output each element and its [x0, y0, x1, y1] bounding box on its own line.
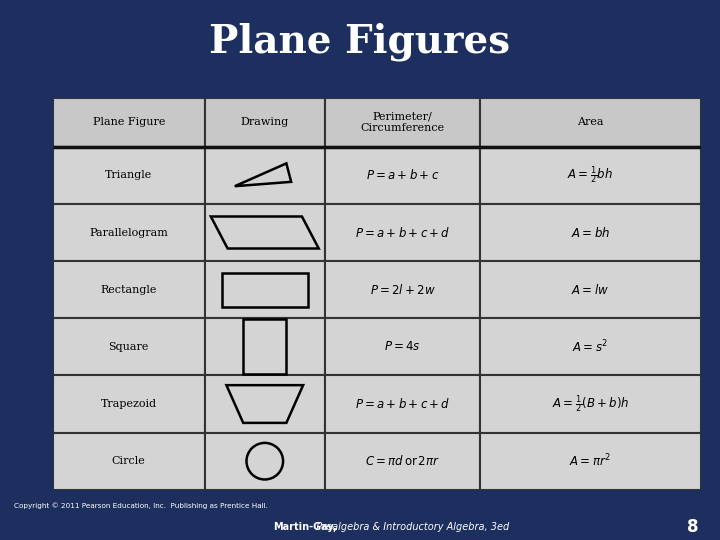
Text: $A = \frac{1}{2}(B+b)h$: $A = \frac{1}{2}(B+b)h$ [552, 393, 629, 415]
Bar [480, 433, 701, 490]
Bar [53, 375, 205, 433]
Bar [325, 98, 480, 147]
Text: Perimeter/
Circumference: Perimeter/ Circumference [361, 111, 444, 133]
Text: $C = \pi d\,\mathrm{or}\,2\pi r$: $C = \pi d\,\mathrm{or}\,2\pi r$ [365, 454, 440, 468]
Bar [325, 375, 480, 433]
Text: Circle: Circle [112, 456, 145, 466]
Text: Trapezoid: Trapezoid [101, 399, 157, 409]
Bar [205, 318, 325, 375]
Text: $A = s^{2}$: $A = s^{2}$ [572, 339, 608, 355]
Bar [53, 433, 205, 490]
Bar [480, 318, 701, 375]
Text: Drawing: Drawing [240, 117, 289, 127]
Bar [205, 98, 325, 147]
Text: Square: Square [109, 342, 149, 352]
Bar [205, 147, 325, 204]
Text: Plane Figure: Plane Figure [92, 117, 165, 127]
Text: $P = a + b + c$: $P = a + b + c$ [366, 168, 439, 183]
Bar [325, 433, 480, 490]
Text: Prealgebra & Introductory Algebra, 3ed: Prealgebra & Introductory Algebra, 3ed [310, 522, 509, 532]
Text: $P = 4s$: $P = 4s$ [384, 340, 421, 353]
Bar [480, 204, 701, 261]
Bar [325, 318, 480, 375]
Bar [325, 261, 480, 318]
Bar [53, 147, 205, 204]
Bar [325, 204, 480, 261]
Text: $P = 2l + 2w$: $P = 2l + 2w$ [369, 282, 436, 296]
Text: Area: Area [577, 117, 603, 127]
Text: Rectangle: Rectangle [101, 285, 157, 295]
Bar [53, 318, 205, 375]
Text: Copyright © 2011 Pearson Education, Inc.  Publishing as Prentice Hall.: Copyright © 2011 Pearson Education, Inc.… [14, 502, 269, 509]
Bar [53, 261, 205, 318]
Bar [205, 433, 325, 490]
Text: $A = \pi r^{2}$: $A = \pi r^{2}$ [570, 453, 611, 469]
Bar [480, 98, 701, 147]
Text: $A = \frac{1}{2}bh$: $A = \frac{1}{2}bh$ [567, 165, 613, 186]
Text: Triangle: Triangle [105, 170, 153, 180]
Text: $A = bh$: $A = bh$ [571, 226, 610, 240]
Text: Martin-Gay,: Martin-Gay, [274, 522, 338, 532]
Bar [205, 375, 325, 433]
Bar [205, 204, 325, 261]
Bar [480, 375, 701, 433]
Text: $P = a + b + c + d$: $P = a + b + c + d$ [355, 226, 450, 240]
Text: $P = a + b + c + d$: $P = a + b + c + d$ [355, 397, 450, 411]
Bar [480, 147, 701, 204]
Bar [325, 147, 480, 204]
Text: Parallelogram: Parallelogram [89, 227, 168, 238]
Text: Plane Figures: Plane Figures [210, 23, 510, 61]
Text: $A = lw$: $A = lw$ [572, 282, 609, 296]
Bar [480, 261, 701, 318]
Text: 8: 8 [687, 518, 698, 536]
Bar [205, 261, 325, 318]
Bar [53, 98, 205, 147]
Bar [53, 204, 205, 261]
